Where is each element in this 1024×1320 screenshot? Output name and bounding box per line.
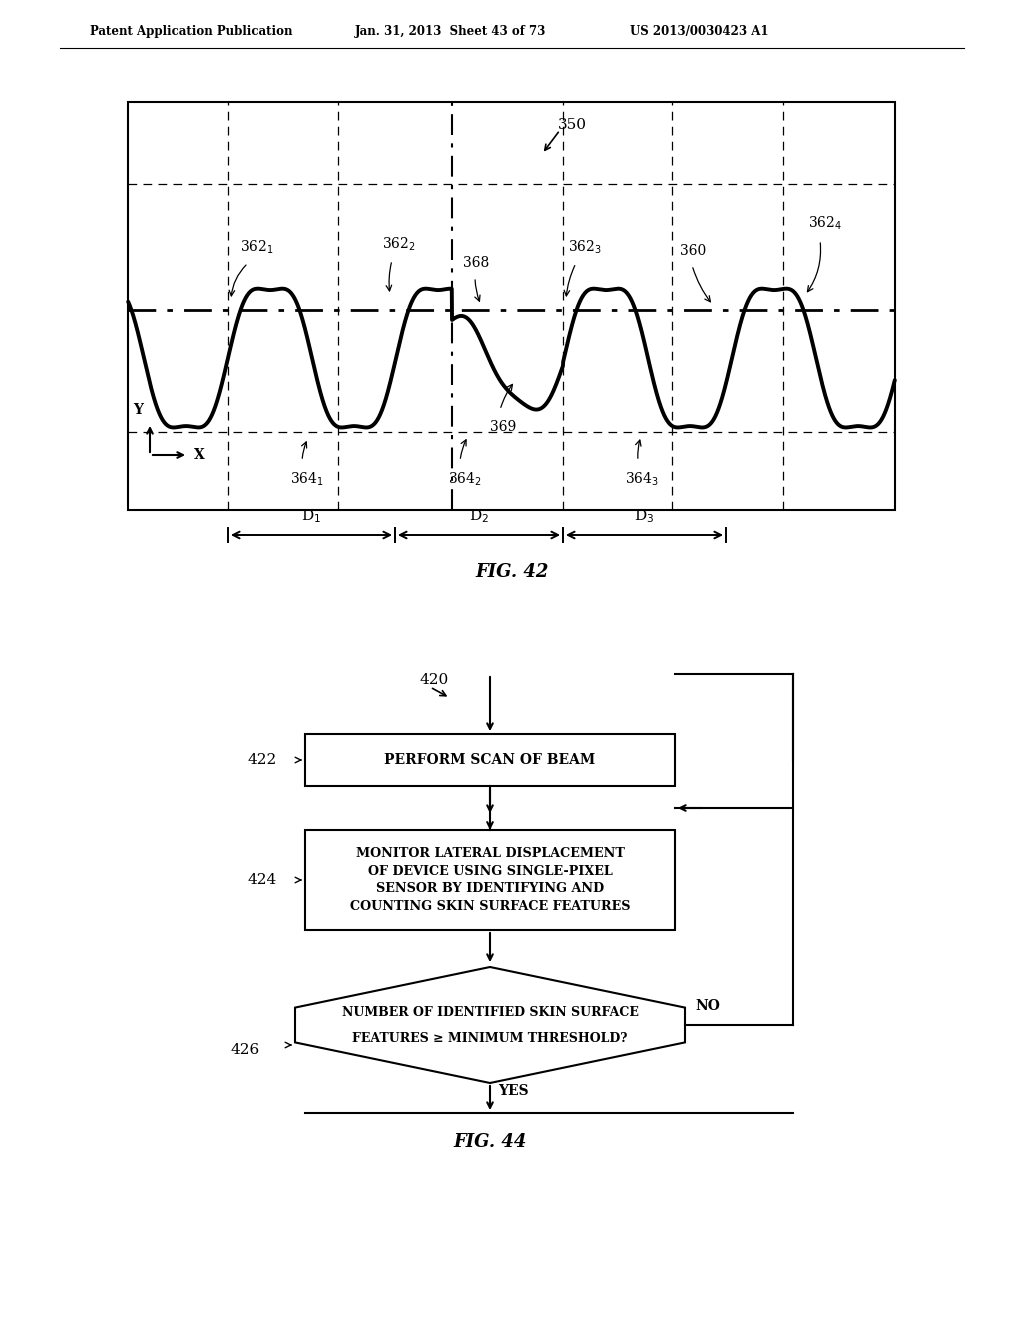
Bar: [128, 102, 895, 510]
Text: 369: 369: [490, 420, 516, 434]
Text: FIG. 42: FIG. 42: [475, 564, 549, 581]
Text: 426: 426: [230, 1043, 260, 1057]
Text: 360: 360: [680, 244, 707, 259]
Text: NUMBER OF IDENTIFIED SKIN SURFACE: NUMBER OF IDENTIFIED SKIN SURFACE: [342, 1006, 638, 1019]
Text: 368: 368: [463, 256, 489, 271]
Text: FIG. 44: FIG. 44: [454, 1133, 526, 1151]
Text: Jan. 31, 2013  Sheet 43 of 73: Jan. 31, 2013 Sheet 43 of 73: [355, 25, 547, 38]
Bar: [305, 734, 675, 785]
Text: 350: 350: [558, 117, 587, 132]
Text: Patent Application Publication: Patent Application Publication: [90, 25, 293, 38]
Text: 422: 422: [248, 752, 278, 767]
Text: YES: YES: [498, 1084, 528, 1098]
Text: 424: 424: [248, 873, 278, 887]
Text: 364$_2$: 364$_2$: [449, 471, 482, 488]
Text: PERFORM SCAN OF BEAM: PERFORM SCAN OF BEAM: [384, 752, 596, 767]
Text: D$_2$: D$_2$: [469, 507, 489, 525]
Text: D$_3$: D$_3$: [635, 507, 654, 525]
Text: 362$_3$: 362$_3$: [568, 239, 602, 256]
Text: MONITOR LATERAL DISPLACEMENT
OF DEVICE USING SINGLE-PIXEL
SENSOR BY IDENTIFYING : MONITOR LATERAL DISPLACEMENT OF DEVICE U…: [350, 847, 630, 912]
Text: 362$_1$: 362$_1$: [240, 239, 273, 256]
Text: US 2013/0030423 A1: US 2013/0030423 A1: [630, 25, 768, 38]
Text: 364$_1$: 364$_1$: [290, 471, 324, 488]
Text: 364$_3$: 364$_3$: [625, 471, 659, 488]
Text: Y: Y: [133, 403, 143, 417]
Text: D$_1$: D$_1$: [301, 507, 322, 525]
Text: 420: 420: [420, 673, 450, 686]
Polygon shape: [295, 968, 685, 1082]
Text: 362$_4$: 362$_4$: [808, 215, 842, 232]
Text: X: X: [194, 447, 205, 462]
Text: FEATURES ≥ MINIMUM THRESHOLD?: FEATURES ≥ MINIMUM THRESHOLD?: [352, 1031, 628, 1044]
Bar: [305, 830, 675, 931]
Text: NO: NO: [695, 999, 720, 1012]
Text: 362$_2$: 362$_2$: [382, 236, 416, 253]
